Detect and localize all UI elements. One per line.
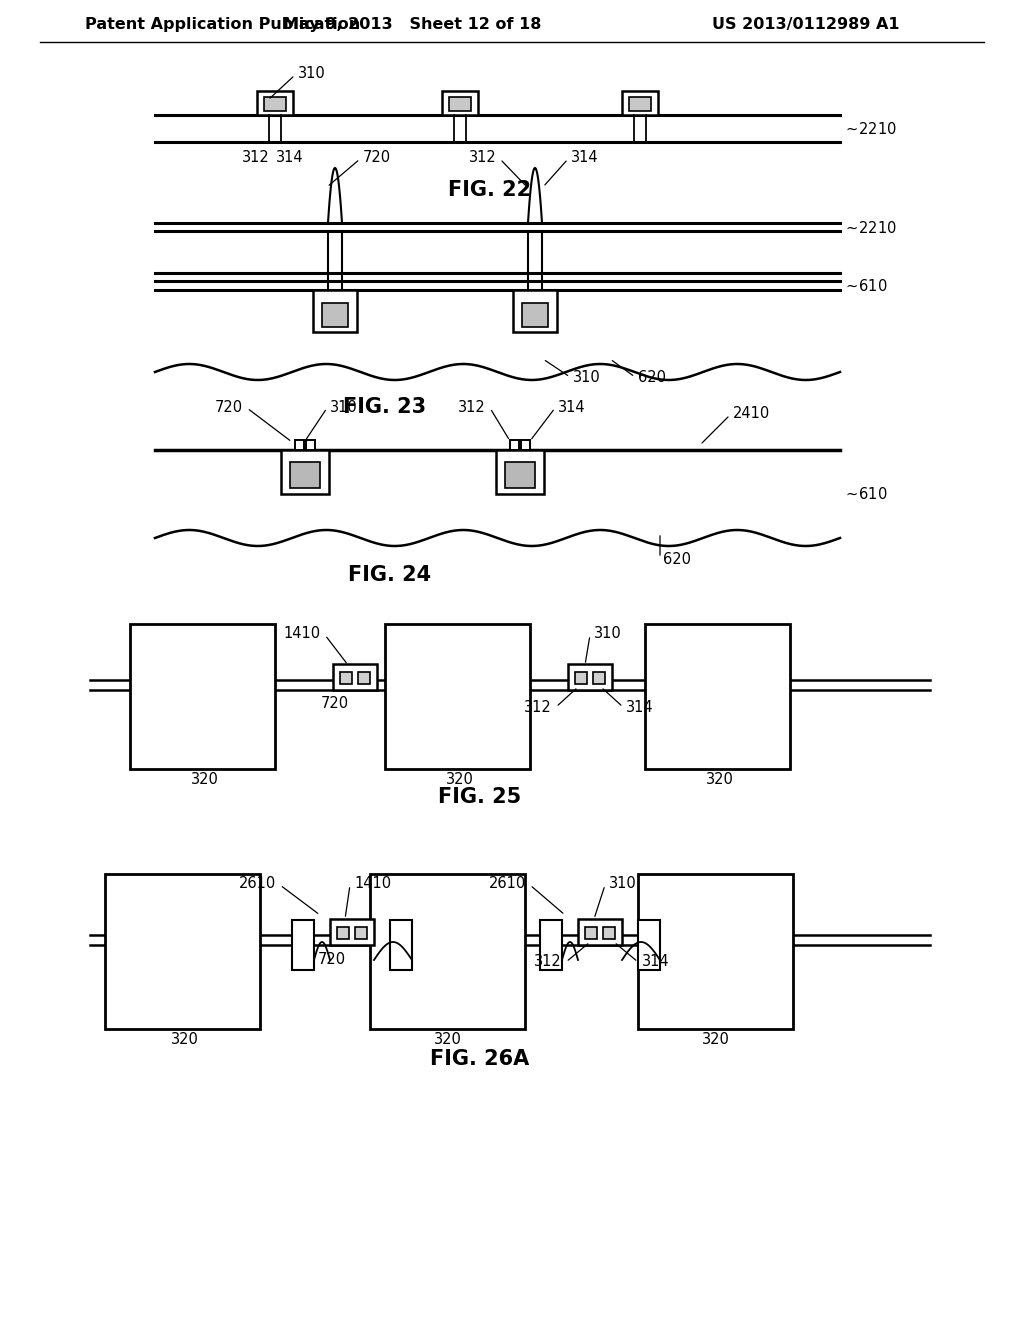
Text: 720: 720 [215,400,243,414]
Bar [306,440,315,450]
Bar [355,927,367,939]
Bar [333,664,377,690]
Text: FIG. 26A: FIG. 26A [430,1049,529,1069]
Text: 310: 310 [330,400,357,414]
Bar [390,920,412,970]
Bar [337,927,349,939]
Bar [510,440,519,450]
Text: 2610: 2610 [488,876,526,891]
Text: FIG. 22: FIG. 22 [449,180,531,201]
Text: $\sim\!$610: $\sim\!$610 [843,486,888,502]
Bar [638,920,660,970]
Bar [645,624,790,770]
Bar [578,919,622,945]
Text: FIG. 23: FIG. 23 [343,397,427,417]
Bar [638,874,793,1030]
Bar [264,96,286,111]
Text: 310: 310 [573,370,601,384]
Text: 314: 314 [642,954,670,969]
Bar [593,672,605,684]
Bar [130,624,275,770]
Text: 720: 720 [321,697,349,711]
Text: US 2013/0112989 A1: US 2013/0112989 A1 [712,17,899,33]
Text: $\sim\!$610: $\sim\!$610 [843,279,888,294]
Bar [449,96,471,111]
Text: 320: 320 [707,771,734,787]
Text: 720: 720 [317,952,346,966]
Bar [295,440,304,450]
Bar [340,672,352,684]
Bar [505,462,535,488]
Text: 2410: 2410 [733,407,770,421]
Text: 620: 620 [663,552,691,566]
Text: 314: 314 [276,149,304,165]
Text: 312: 312 [524,700,552,714]
Text: 320: 320 [434,1031,462,1047]
Text: 314: 314 [571,150,599,165]
Text: 1410: 1410 [284,627,321,642]
Text: $\sim\!$2210: $\sim\!$2210 [843,220,897,236]
Text: 310: 310 [298,66,326,81]
Text: 310: 310 [594,627,622,642]
Bar [629,96,651,111]
Text: 314: 314 [626,700,653,714]
Bar [442,91,478,115]
Bar [370,874,525,1030]
Bar [322,304,348,327]
Bar [603,927,615,939]
Bar [585,927,597,939]
Bar [575,672,587,684]
Text: FIG. 25: FIG. 25 [438,787,521,807]
Text: 314: 314 [558,400,586,414]
Bar [522,304,548,327]
Text: Patent Application Publication: Patent Application Publication [85,17,360,33]
Text: $\sim\!$2210: $\sim\!$2210 [843,121,897,137]
Text: FIG. 24: FIG. 24 [348,565,431,585]
Text: 620: 620 [638,370,666,384]
Text: 320: 320 [171,1031,199,1047]
Bar [330,919,374,945]
Bar [292,920,314,970]
Text: 320: 320 [191,771,219,787]
Text: 1410: 1410 [354,876,391,891]
Bar [513,290,557,333]
Bar [313,290,357,333]
Bar [521,440,530,450]
Text: 312: 312 [469,150,497,165]
Bar [257,91,293,115]
Bar [290,462,319,488]
Text: 320: 320 [446,771,474,787]
Bar [385,624,530,770]
Bar [622,91,658,115]
Bar [358,672,370,684]
Bar [568,664,612,690]
Bar [281,450,329,494]
Text: 312: 312 [242,149,270,165]
Text: 320: 320 [702,1031,730,1047]
Text: 720: 720 [362,150,391,165]
Text: 312: 312 [535,954,562,969]
Text: 2610: 2610 [239,876,276,891]
Text: May 9, 2013   Sheet 12 of 18: May 9, 2013 Sheet 12 of 18 [283,17,542,33]
Bar [105,874,260,1030]
Bar [540,920,562,970]
Text: 312: 312 [459,400,486,414]
Bar [496,450,544,494]
Text: 310: 310 [609,876,637,891]
